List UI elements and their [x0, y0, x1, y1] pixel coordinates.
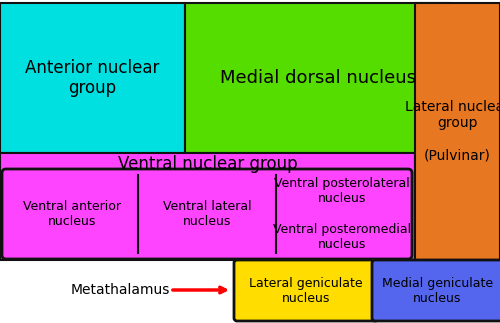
Text: Medial geniculate
nucleus: Medial geniculate nucleus [382, 276, 493, 305]
Text: Lateral nuclear
group

(Pulvinar): Lateral nuclear group (Pulvinar) [405, 100, 500, 163]
Text: Ventral anterior
nucleus: Ventral anterior nucleus [23, 200, 121, 228]
FancyBboxPatch shape [234, 260, 378, 321]
Text: Lateral geniculate
nucleus: Lateral geniculate nucleus [249, 276, 363, 305]
FancyBboxPatch shape [2, 169, 412, 259]
FancyBboxPatch shape [372, 260, 500, 321]
Text: Ventral posterolateral
nucleus

Ventral posteromedial
nucleus: Ventral posterolateral nucleus Ventral p… [273, 178, 411, 251]
Text: Medial dorsal nucleus: Medial dorsal nucleus [220, 69, 416, 87]
Bar [185, 3, 450, 153]
Bar [0, 3, 185, 153]
Bar [0, 153, 415, 260]
Text: Metathalamus: Metathalamus [70, 283, 170, 297]
Bar [415, 3, 500, 260]
Text: Ventral lateral
nucleus: Ventral lateral nucleus [162, 200, 252, 228]
Text: Ventral nuclear group: Ventral nuclear group [118, 155, 298, 173]
Text: Anterior nuclear
group: Anterior nuclear group [26, 58, 160, 98]
